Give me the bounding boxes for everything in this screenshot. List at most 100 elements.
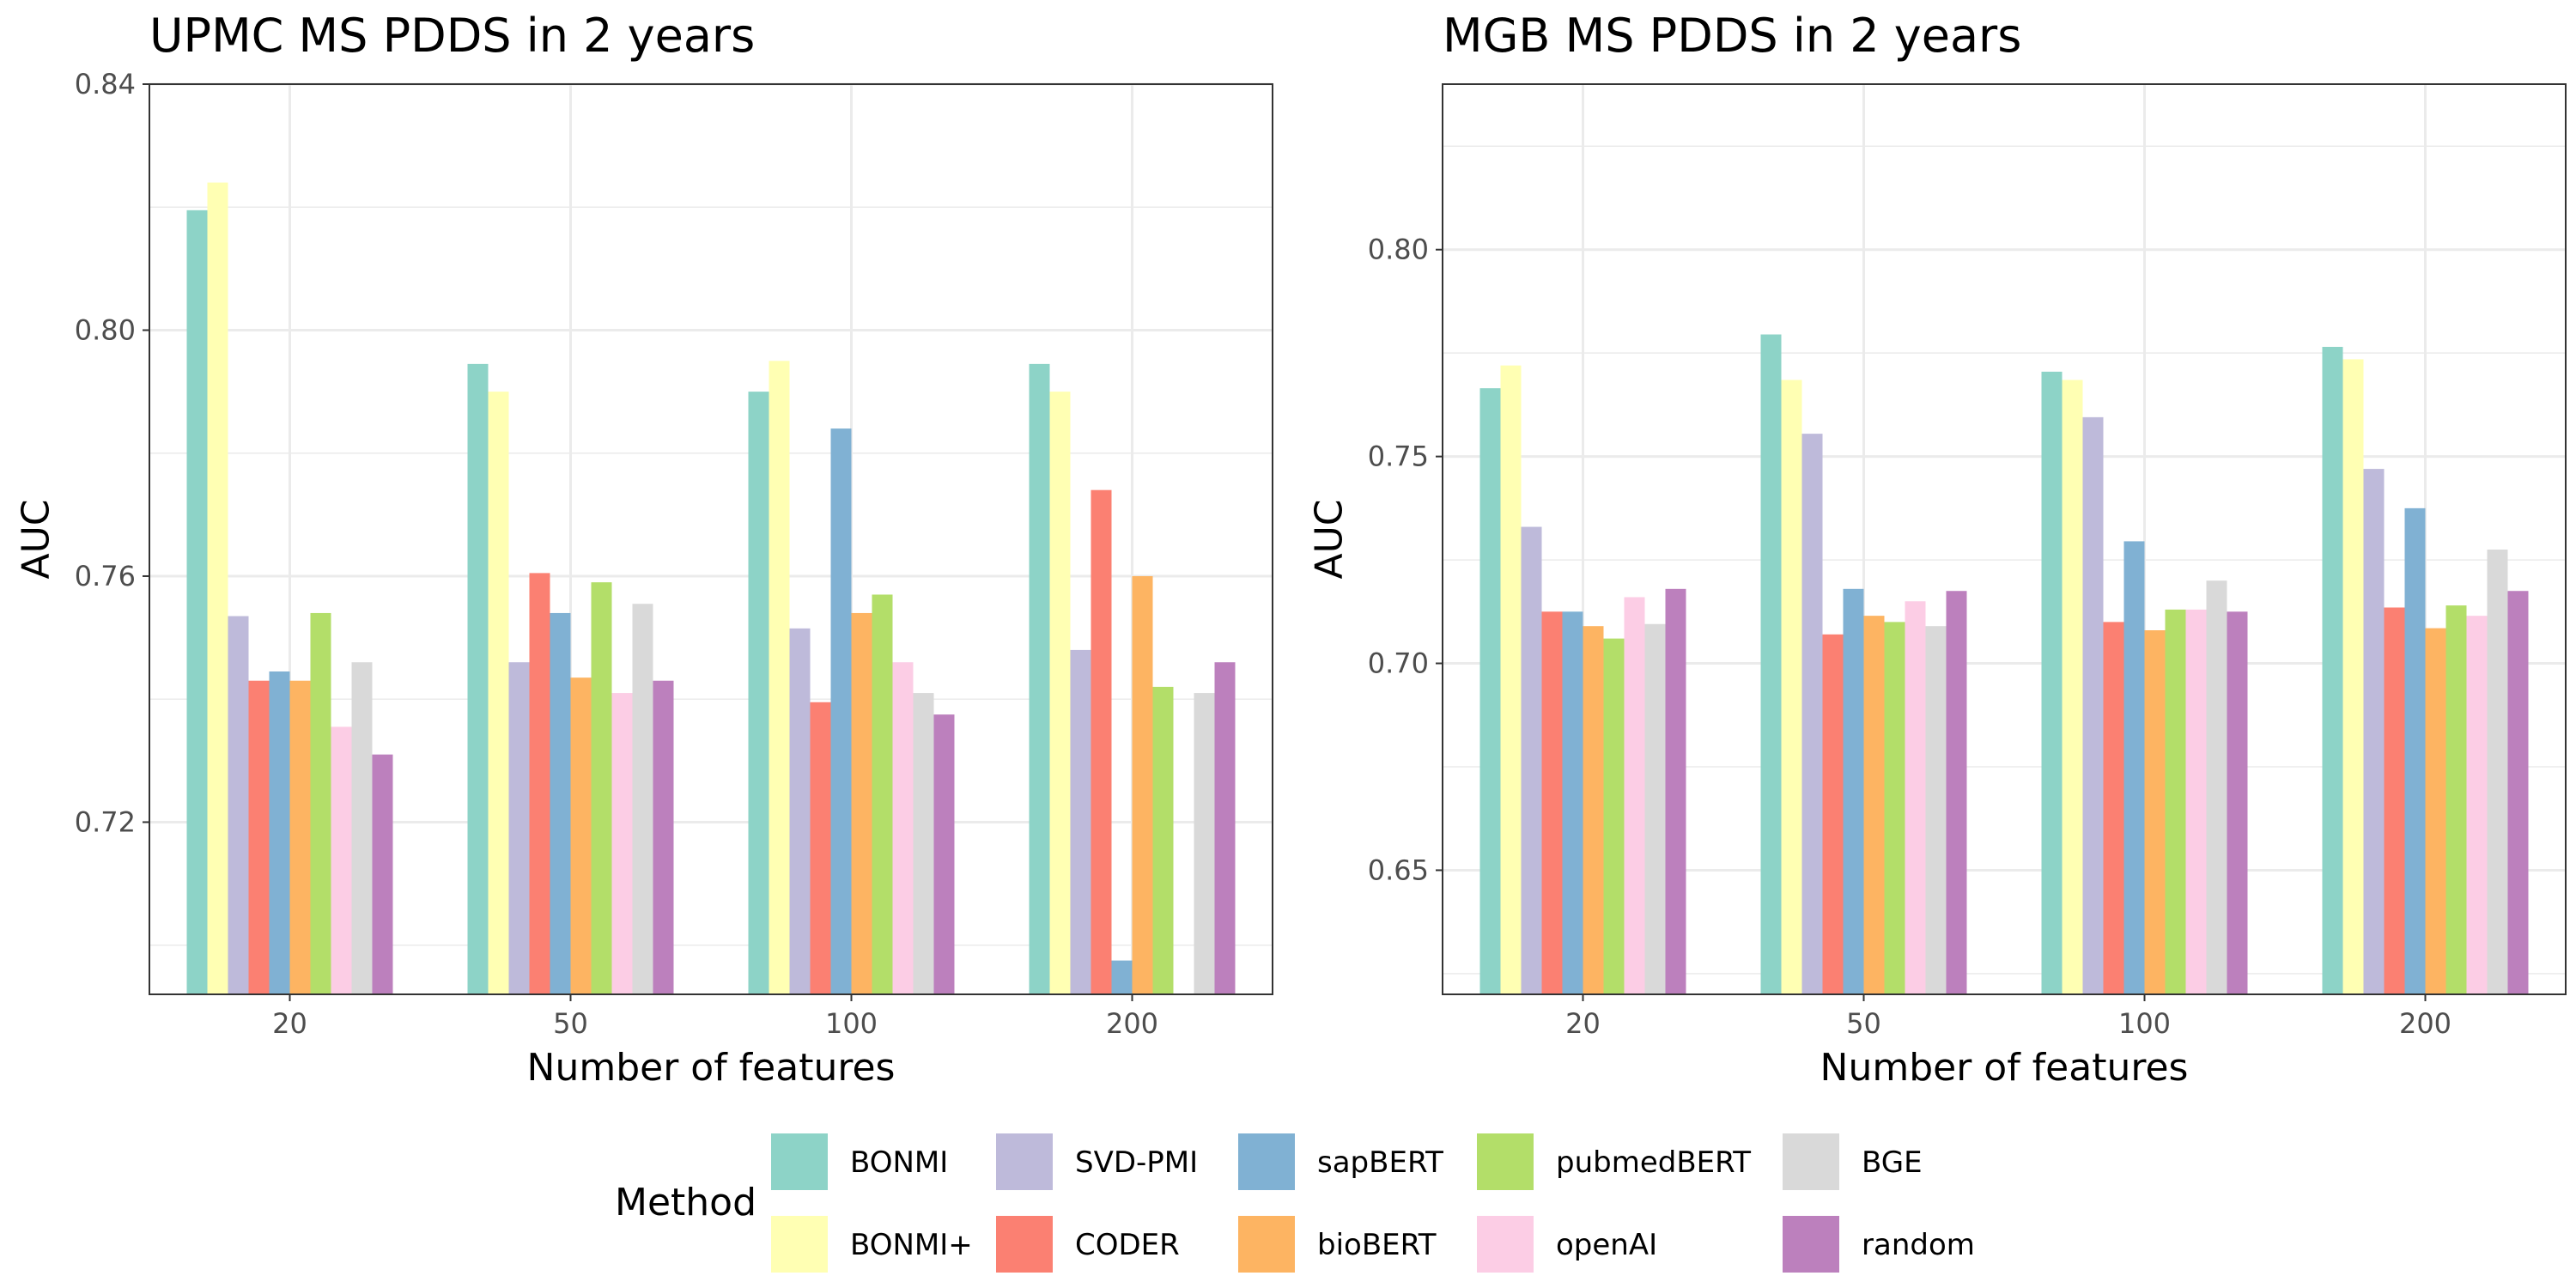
bar-biobert-100 bbox=[851, 612, 872, 994]
bar-sapbert-100 bbox=[830, 428, 852, 995]
bar-sapbert-50 bbox=[550, 612, 571, 994]
legend-item-bge: BGE bbox=[1783, 1133, 1923, 1190]
bar-random-100 bbox=[933, 714, 955, 994]
legend-label: BONMI+ bbox=[850, 1228, 973, 1262]
bar-sapbert-100 bbox=[2123, 541, 2145, 994]
bar-sapbert-20 bbox=[1562, 611, 1583, 994]
y-tick-label: 0.65 bbox=[1368, 854, 1429, 886]
legend-label: openAI bbox=[1556, 1228, 1657, 1262]
legend-swatch bbox=[1783, 1133, 1839, 1190]
bar-biobert-100 bbox=[2144, 630, 2166, 994]
bar-pubmedbert-200 bbox=[2445, 605, 2467, 994]
legend-item-svd-pmi: SVD-PMI bbox=[996, 1133, 1198, 1190]
bar-sapbert-200 bbox=[2404, 507, 2426, 994]
bar-bge-50 bbox=[632, 604, 653, 994]
legend-item-coder: CODER bbox=[996, 1216, 1180, 1273]
panel-mgb: 0.65 0.70 0.75 0.80 20 50 100 200 MGB MS PDDS in… bbox=[1308, 9, 2567, 1090]
bar-bge-100 bbox=[913, 693, 934, 994]
x-tick-label: 50 bbox=[1846, 1007, 1881, 1040]
y-tick-label: 0.84 bbox=[75, 68, 136, 100]
bar-bge-50 bbox=[1925, 626, 1947, 994]
bar-bonmi-100 bbox=[2062, 380, 2083, 994]
bar-sapbert-200 bbox=[1111, 960, 1133, 994]
legend-label: SVD-PMI bbox=[1075, 1145, 1198, 1180]
bar-svd-pmi-200 bbox=[2363, 469, 2385, 994]
legend-item-openai: openAI bbox=[1477, 1216, 1657, 1273]
legend: Method BONMI BONMI+ SVD-PMI CODER sapBERT bioB… bbox=[615, 1133, 1975, 1273]
bar-coder-20 bbox=[1541, 611, 1563, 994]
legend-swatch bbox=[771, 1133, 828, 1190]
bar-openai-50 bbox=[1905, 601, 1926, 994]
bar-bonmi-50 bbox=[1781, 380, 1802, 994]
bar-coder-20 bbox=[248, 680, 270, 994]
bar-pubmedbert-20 bbox=[1603, 638, 1625, 994]
bar-bge-20 bbox=[1644, 623, 1666, 994]
bar-svd-pmi-100 bbox=[2082, 416, 2104, 994]
bar-bonmi-50 bbox=[488, 392, 509, 994]
panel-border bbox=[1442, 83, 2567, 995]
bar-coder-50 bbox=[1822, 634, 1844, 994]
x-tick-label: 100 bbox=[825, 1007, 878, 1040]
x-tick-label: 50 bbox=[553, 1007, 588, 1040]
bar-pubmedbert-200 bbox=[1152, 686, 1174, 994]
bar-openai-200 bbox=[2466, 616, 2488, 994]
bar-bonmi-20 bbox=[207, 182, 228, 994]
bar-biobert-200 bbox=[2425, 628, 2446, 994]
bar-pubmedbert-50 bbox=[591, 582, 612, 994]
bar-bonmi-20 bbox=[1479, 388, 1501, 994]
x-axis-title: Number of features bbox=[527, 1046, 896, 1090]
legend-label: bioBERT bbox=[1317, 1228, 1437, 1262]
bar-svd-pmi-200 bbox=[1070, 649, 1091, 994]
bar-bonmi-100 bbox=[769, 361, 790, 994]
legend-item-sapbert: sapBERT bbox=[1238, 1133, 1443, 1190]
panel-upmc: 0.72 0.76 0.80 0.84 20 50 100 200 UPMC MS PDDS i… bbox=[15, 9, 1273, 1090]
bar-svd-pmi-20 bbox=[1521, 526, 1542, 994]
bar-bonmi-100 bbox=[2041, 371, 2063, 994]
bar-pubmedbert-20 bbox=[310, 612, 331, 994]
bar-random-20 bbox=[1665, 588, 1686, 994]
legend-item-bonmi: BONMI bbox=[771, 1133, 948, 1190]
bar-svd-pmi-100 bbox=[789, 628, 811, 994]
bar-bonmi-200 bbox=[1029, 363, 1050, 994]
bar-biobert-50 bbox=[1863, 616, 1885, 994]
x-tick-label: 200 bbox=[2399, 1007, 2451, 1040]
bar-svd-pmi-50 bbox=[508, 662, 530, 994]
legend-swatch bbox=[1477, 1133, 1534, 1190]
bar-biobert-200 bbox=[1132, 575, 1153, 994]
legend-swatch bbox=[996, 1133, 1053, 1190]
legend-swatch bbox=[996, 1216, 1053, 1273]
bar-bonmi-100 bbox=[748, 392, 769, 994]
panel-border bbox=[149, 83, 1273, 995]
y-tick-label: 0.75 bbox=[1368, 440, 1429, 473]
bar-pubmedbert-50 bbox=[1884, 622, 1905, 994]
bar-sapbert-20 bbox=[269, 671, 290, 994]
legend-item-biobert: bioBERT bbox=[1238, 1216, 1437, 1273]
legend-label: BONMI bbox=[850, 1145, 948, 1180]
bar-random-200 bbox=[2507, 591, 2529, 994]
legend-label: pubmedBERT bbox=[1556, 1145, 1751, 1180]
bar-bonmi-200 bbox=[2342, 359, 2364, 995]
bar-bonmi-20 bbox=[186, 210, 208, 994]
x-tick-label: 20 bbox=[272, 1007, 307, 1040]
bar-svd-pmi-20 bbox=[228, 616, 249, 994]
legend-swatch bbox=[1477, 1216, 1534, 1273]
legend-label: sapBERT bbox=[1317, 1145, 1443, 1180]
legend-label: BGE bbox=[1862, 1145, 1923, 1180]
bar-pubmedbert-100 bbox=[872, 594, 893, 994]
bar-bonmi-200 bbox=[1049, 392, 1071, 994]
legend-swatch bbox=[771, 1216, 828, 1273]
bar-coder-200 bbox=[1091, 489, 1112, 994]
legend-item-random: random bbox=[1783, 1216, 1975, 1273]
bar-bonmi-200 bbox=[2322, 346, 2343, 994]
bar-coder-100 bbox=[2103, 622, 2124, 994]
bar-bge-200 bbox=[1194, 693, 1215, 994]
bar-bonmi-50 bbox=[1760, 334, 1782, 994]
bar-random-100 bbox=[2227, 611, 2248, 994]
bar-coder-50 bbox=[529, 573, 550, 994]
bar-openai-100 bbox=[892, 662, 914, 994]
x-tick-label: 200 bbox=[1106, 1007, 1158, 1040]
bar-openai-50 bbox=[611, 693, 633, 994]
bar-bge-200 bbox=[2487, 550, 2508, 994]
y-axis-title: AUC bbox=[1308, 499, 1352, 579]
